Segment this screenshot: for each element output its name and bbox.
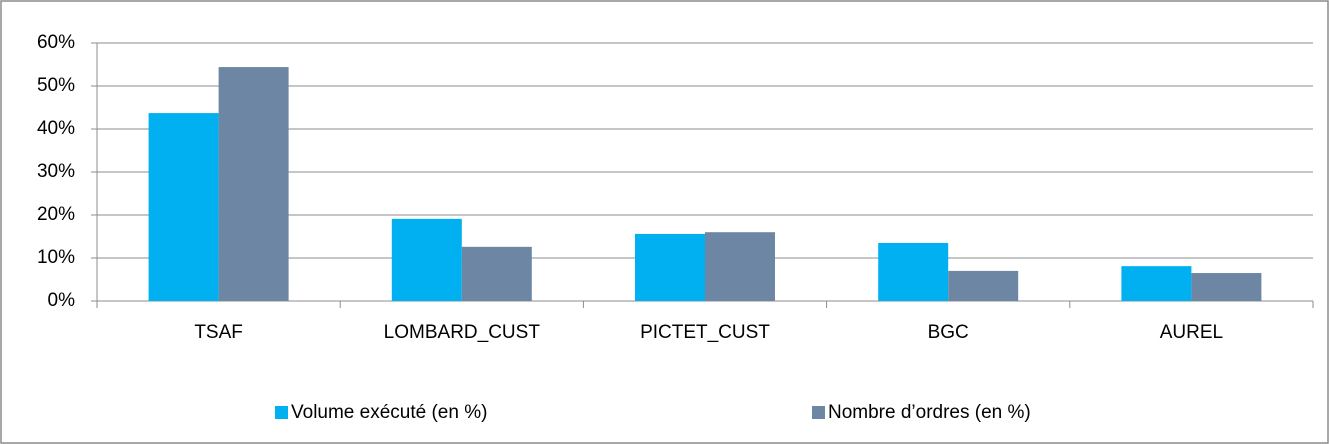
x-tick-label: AUREL <box>1160 322 1223 343</box>
x-tick-label: PICTET_CUST <box>640 322 770 343</box>
legend-label: Nombre d’ordres (en %) <box>828 402 1031 423</box>
bar <box>878 242 949 301</box>
bar <box>635 233 705 301</box>
x-tick-label: TSAF <box>194 322 243 343</box>
x-tick-label: BGC <box>928 322 969 343</box>
y-tick-label: 50% <box>37 75 75 96</box>
y-tick-label: 20% <box>37 204 75 225</box>
bar <box>1121 266 1192 301</box>
bar <box>461 246 532 301</box>
legend-label: Volume exécuté (en %) <box>291 402 487 423</box>
bar <box>218 67 289 301</box>
y-tick-label: 40% <box>37 118 75 139</box>
bar <box>1191 273 1262 301</box>
bar <box>705 232 775 301</box>
x-tick-label: LOMBARD_CUST <box>384 322 541 343</box>
bar <box>948 270 1019 301</box>
y-tick-label: 60% <box>37 32 75 53</box>
bar <box>148 113 219 301</box>
legend-swatch <box>812 406 825 419</box>
y-tick-label: 10% <box>37 247 75 268</box>
y-tick-label: 30% <box>37 161 75 182</box>
legend-swatch <box>275 406 288 419</box>
y-tick-label: 0% <box>48 290 76 311</box>
bar <box>391 218 462 301</box>
